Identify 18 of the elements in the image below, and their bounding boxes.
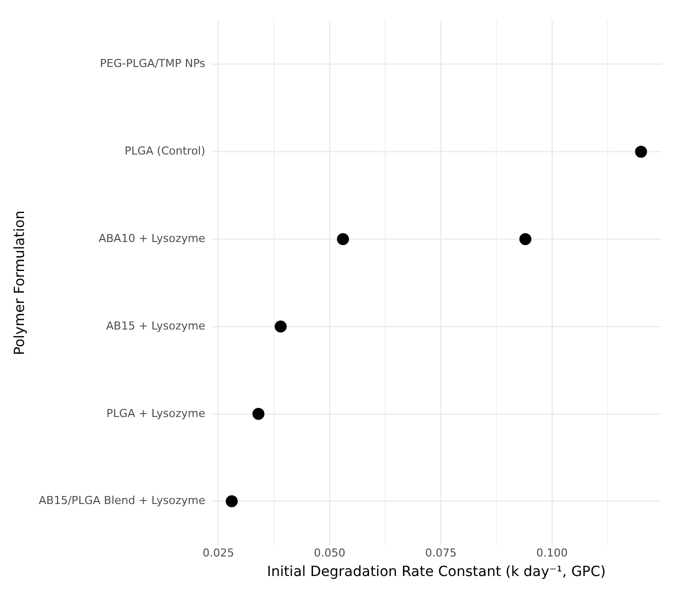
point xyxy=(226,495,238,508)
y-tick-label: PEG-PLGA/TMP NPs xyxy=(100,57,206,70)
y-axis-title: Polymer Formulation xyxy=(12,210,28,356)
point xyxy=(252,408,264,420)
point xyxy=(274,320,287,332)
x-tick-label: 0.100 xyxy=(536,546,568,560)
y-tick-label: AB15 + Lysozyme xyxy=(106,319,206,332)
point xyxy=(635,146,648,158)
x-tick-label: 0.025 xyxy=(202,546,234,560)
y-tick-label: PLGA + Lysozyme xyxy=(106,406,206,420)
point xyxy=(519,233,532,246)
x-tick-label: 0.050 xyxy=(314,546,346,560)
y-tick-label: PLGA (Control) xyxy=(124,144,206,158)
point xyxy=(336,233,349,246)
x-axis-title: Initial Degradation Rate Constant (k day⁻¹, GPC) xyxy=(267,564,606,580)
y-tick-label: AB15/PLGA Blend + Lysozyme xyxy=(38,494,206,508)
y-tick-label: ABA10 + Lysozyme xyxy=(98,232,206,245)
x-tick-label: 0.075 xyxy=(425,546,457,560)
